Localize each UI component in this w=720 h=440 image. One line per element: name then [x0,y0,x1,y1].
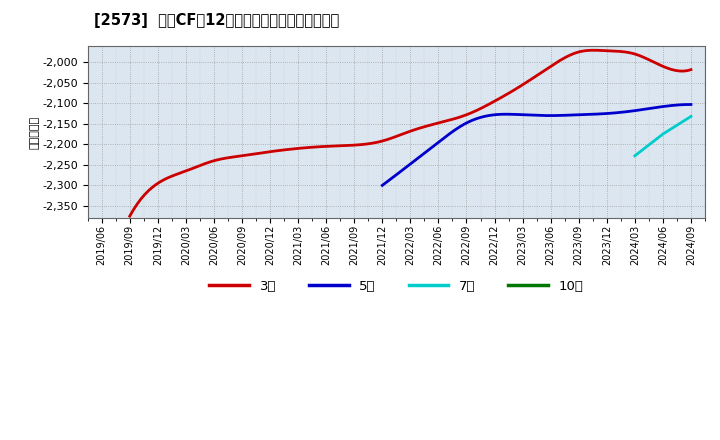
3年 [125,213,134,219]
3年 [600,48,609,53]
5年 [567,112,575,117]
5年 [687,102,696,107]
3年 [636,53,644,59]
3年 [459,113,468,118]
3年 [687,67,696,72]
Line: 5年: 5年 [382,104,691,185]
Y-axis label: （百万円）: （百万円） [30,115,40,149]
5年 [378,183,387,188]
7年 [631,153,639,158]
3年 [127,210,136,216]
3年 [469,109,477,114]
Legend: 3年, 5年, 7年, 10年: 3年, 5年, 7年, 10年 [204,274,588,298]
7年 [659,132,667,137]
7年 [687,114,696,119]
5年 [561,113,570,118]
5年 [562,113,570,118]
3年 [458,114,467,119]
5年 [658,104,667,109]
5年 [638,107,647,112]
3年 [589,48,598,53]
5年 [685,102,694,107]
Line: 3年: 3年 [130,50,691,216]
5年 [379,182,387,187]
Text: [2573]  投賄CFの12か月移動合計の平均値の推移: [2573] 投賄CFの12か月移動合計の平均値の推移 [94,13,339,28]
Line: 7年: 7年 [635,117,691,156]
